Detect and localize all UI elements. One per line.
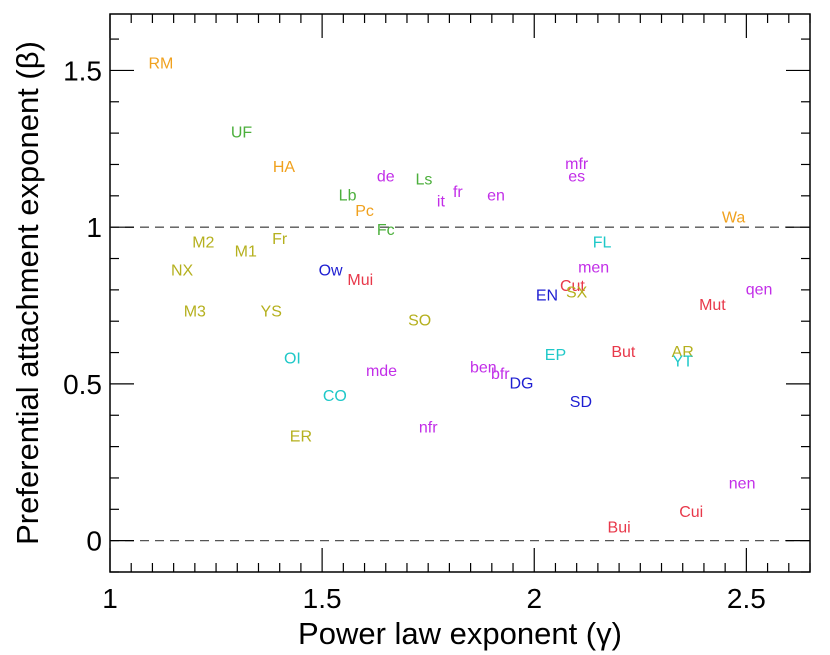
data-point: NX (171, 263, 194, 280)
x-axis-title: Power law exponent (γ) (298, 616, 622, 651)
data-point: bfr (491, 366, 510, 383)
x-tick-label: 1 (102, 583, 118, 614)
data-point: But (611, 344, 636, 361)
data-point: qen (746, 281, 773, 298)
data-point: ER (290, 429, 312, 446)
data-point: CO (323, 388, 347, 405)
data-point: EN (536, 288, 558, 305)
x-tick-label: 2 (526, 583, 542, 614)
data-point: ben (470, 360, 497, 377)
y-tick-label: 1 (86, 212, 102, 243)
data-point: fr (453, 184, 463, 201)
y-tick-label: 0.5 (63, 369, 102, 400)
data-point: it (437, 194, 446, 211)
data-point: M2 (192, 234, 214, 251)
y-tick-label: 0 (86, 526, 102, 557)
data-point: Mut (699, 297, 726, 314)
data-point: SO (408, 313, 431, 330)
data-point: mfr (565, 156, 589, 173)
data-point: M3 (184, 303, 206, 320)
data-point: nen (729, 476, 756, 493)
data-point: SD (570, 394, 592, 411)
data-point: YT (673, 353, 694, 370)
data-point: AR (672, 344, 694, 361)
data-point: de (377, 169, 395, 186)
data-point: SX (566, 285, 588, 302)
x-tick-label: 2.5 (727, 583, 766, 614)
data-point: Ow (319, 263, 343, 280)
data-point: mde (366, 363, 397, 380)
data-point: OI (284, 350, 301, 367)
data-point: Cut (560, 278, 585, 295)
data-point: Wa (722, 209, 746, 226)
data-point: HA (273, 159, 296, 176)
y-tick-label: 1.5 (63, 55, 102, 86)
data-point: M1 (235, 244, 257, 261)
data-point: Mui (347, 272, 373, 289)
data-point: Fr (272, 231, 288, 248)
reference-lines (110, 226, 810, 542)
data-point: EP (545, 347, 566, 364)
data-point: Bui (608, 520, 631, 537)
x-tick-labels: 1 1.5 2 2.5 (102, 583, 766, 614)
data-point: DG (510, 375, 534, 392)
data-point: en (487, 187, 505, 204)
y-axis-title: Preferential attachment exponent (β) (10, 41, 45, 545)
data-point: Cui (679, 504, 703, 521)
x-tick-label: 1.5 (303, 583, 342, 614)
data-point: Lb (339, 187, 357, 204)
data-point: Pc (355, 203, 374, 220)
data-point: men (578, 259, 609, 276)
data-point: YS (261, 303, 282, 320)
data-point: nfr (419, 419, 438, 436)
data-point: UF (231, 125, 253, 142)
axis-ticks (109, 14, 811, 573)
data-point: RM (148, 56, 173, 73)
data-point: es (568, 169, 585, 186)
y-tick-labels: 0 0.5 1 1.5 (63, 55, 102, 556)
data-point: Ls (415, 172, 432, 189)
plot-area-frame (109, 13, 811, 573)
data-point: FL (593, 234, 612, 251)
data-point: Fc (377, 222, 395, 239)
